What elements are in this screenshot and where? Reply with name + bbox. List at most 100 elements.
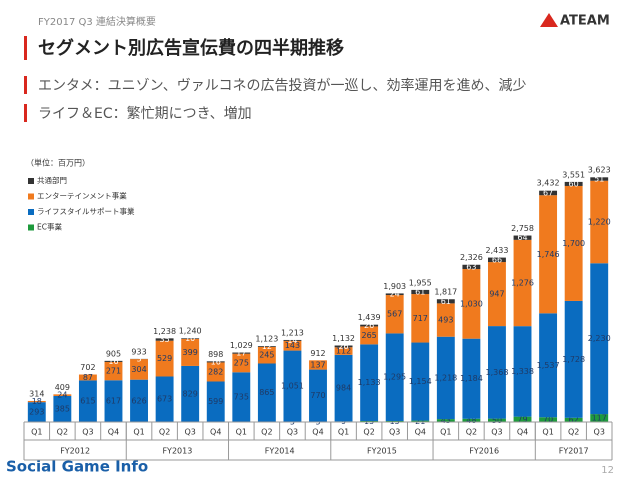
total-label: 905 xyxy=(106,349,121,358)
data-label: 293 xyxy=(29,408,44,417)
data-label: 61 xyxy=(415,287,425,296)
bar-segment xyxy=(130,379,148,422)
x-tick-label: Q3 xyxy=(594,428,605,437)
total-label: 1,029 xyxy=(230,341,253,350)
data-label: 984 xyxy=(336,384,351,393)
legend-swatch xyxy=(28,224,34,231)
x-tick-label: Q3 xyxy=(491,428,502,437)
bar-segment xyxy=(513,239,532,327)
x-tick-label: Q2 xyxy=(159,428,170,437)
data-label: 1,051 xyxy=(281,382,304,391)
bar-segment xyxy=(104,380,123,422)
bar-segment xyxy=(539,195,558,314)
bar-segment xyxy=(436,303,455,337)
bar-segment xyxy=(27,402,46,422)
data-label: 62 xyxy=(569,415,579,424)
bar-segment xyxy=(360,324,379,327)
x-tick-label: Q4 xyxy=(210,428,221,437)
data-label: 599 xyxy=(208,397,223,406)
bar-segment xyxy=(130,359,148,380)
legend-label: EC事業 xyxy=(37,222,62,232)
bar-segment xyxy=(309,369,327,422)
bar-segment xyxy=(411,420,430,422)
data-label: 61 xyxy=(441,297,451,306)
bar-segment xyxy=(590,263,609,415)
bar-segment xyxy=(590,414,609,422)
data-label: 1,368 xyxy=(486,368,509,377)
data-label: 64 xyxy=(517,233,527,242)
bar-segment xyxy=(488,326,506,419)
data-label: 735 xyxy=(234,393,249,402)
bar-segment xyxy=(462,338,481,419)
data-label: 1,746 xyxy=(537,250,560,259)
legend-label: 共通部門 xyxy=(37,175,67,185)
source-logo: Social Game Info xyxy=(6,458,148,476)
total-label: 1,817 xyxy=(434,288,457,297)
data-label: 143 xyxy=(285,341,300,350)
data-label: 21 xyxy=(415,417,425,426)
bullet-accent xyxy=(24,76,27,94)
bar-segment xyxy=(564,185,583,301)
x-tick-label: Q3 xyxy=(184,428,195,437)
data-label: 50 xyxy=(492,416,502,425)
total-label: 702 xyxy=(80,363,95,372)
data-label: 16 xyxy=(108,357,118,366)
bar-segment xyxy=(436,419,455,422)
data-label: 615 xyxy=(80,397,95,406)
data-label: 1,537 xyxy=(537,361,560,370)
bar-segment xyxy=(462,264,481,270)
legend-label: ライフスタイルサポート事業 xyxy=(37,206,135,216)
data-label: 626 xyxy=(131,396,146,405)
bar-segment xyxy=(283,350,302,422)
total-label: 409 xyxy=(55,383,70,392)
bar-segment xyxy=(232,372,251,422)
x-tick-label: Q2 xyxy=(568,428,579,437)
total-label: 2,326 xyxy=(460,253,483,262)
group-label: FY2016 xyxy=(469,447,499,456)
bar-segment xyxy=(385,333,404,421)
bar-segment xyxy=(53,395,72,422)
x-tick-label: Q4 xyxy=(415,428,426,437)
bar-segment xyxy=(104,360,123,362)
bar-segment xyxy=(462,269,481,339)
total-label: 912 xyxy=(310,349,325,358)
data-label: 67 xyxy=(543,188,553,197)
data-label: 385 xyxy=(55,404,70,413)
title-accent xyxy=(24,36,27,60)
bar-segment xyxy=(181,338,200,339)
data-label: 1,133 xyxy=(358,378,381,387)
x-tick-label: Q1 xyxy=(542,428,553,437)
bar-segment xyxy=(411,342,430,421)
total-label: 933 xyxy=(131,347,146,356)
x-tick-label: Q1 xyxy=(440,428,451,437)
total-label: 1,240 xyxy=(179,327,202,336)
legend-swatch xyxy=(28,209,34,215)
bar-segment xyxy=(334,347,353,355)
bar-segment xyxy=(206,361,225,363)
x-tick-label: Q1 xyxy=(236,428,247,437)
bar-segment xyxy=(53,394,72,396)
bar-segment xyxy=(155,376,174,422)
total-label: 2,758 xyxy=(511,224,534,233)
data-label: 79 xyxy=(517,415,527,424)
total-label: 1,132 xyxy=(332,334,355,343)
data-label: 673 xyxy=(157,395,172,404)
bar-segment xyxy=(436,299,455,304)
bar-segment xyxy=(257,363,276,422)
data-label: 770 xyxy=(310,391,325,400)
bar-segment xyxy=(539,190,558,196)
data-label: 2,230 xyxy=(588,334,611,343)
bar-segment xyxy=(385,295,404,334)
bar-segment xyxy=(360,420,379,422)
x-tick-label: Q3 xyxy=(389,428,400,437)
x-tick-label: Q3 xyxy=(287,428,298,437)
x-tick-label: Q2 xyxy=(466,428,477,437)
data-label: 399 xyxy=(183,348,198,357)
data-label: 24 xyxy=(390,290,400,299)
bar-segment xyxy=(462,418,481,422)
bar-segment xyxy=(590,177,609,181)
data-label: 245 xyxy=(259,351,274,360)
legend-swatch xyxy=(28,193,34,200)
data-label: 43 xyxy=(441,416,451,425)
